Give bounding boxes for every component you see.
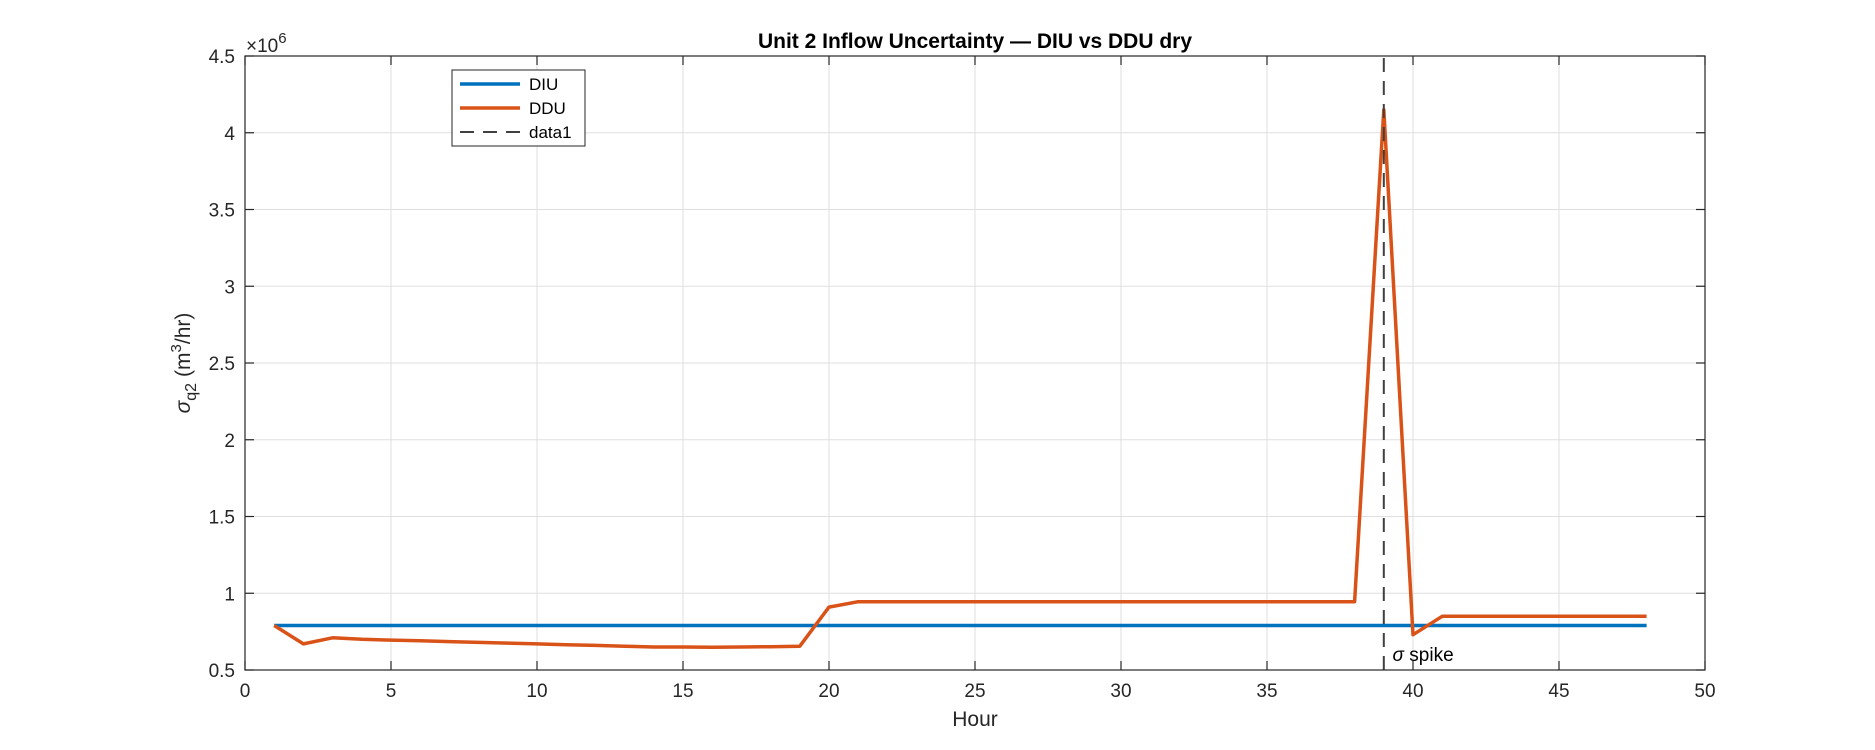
x-tick-label: 45 bbox=[1548, 681, 1569, 702]
x-tick-label: 10 bbox=[526, 681, 547, 702]
y-axis-label-symbol: σ bbox=[172, 399, 195, 413]
y-axis-label-units: (m bbox=[172, 352, 195, 377]
legend-label-diu: DIU bbox=[529, 75, 558, 94]
y-axis-label-subscript: q2 bbox=[183, 383, 200, 401]
y-tick-label: 4 bbox=[224, 124, 235, 145]
y-exponent-power: 6 bbox=[278, 30, 286, 47]
y-axis-label-units-end: /hr) bbox=[172, 313, 195, 345]
x-tick-label: 50 bbox=[1694, 681, 1715, 702]
legend[interactable]: DIU DDU data1 bbox=[451, 69, 586, 147]
y-tick-label: 1 bbox=[224, 584, 235, 605]
series-lines bbox=[273, 56, 1647, 670]
y-axis-label-superscript: 3 bbox=[168, 344, 185, 352]
y-tick-label: 2.5 bbox=[209, 354, 235, 375]
x-tick-label: 35 bbox=[1256, 681, 1277, 702]
annotation-sigma-spike: σ spike bbox=[1393, 645, 1454, 666]
y-tick-label: 4.5 bbox=[209, 47, 235, 68]
y-tick-label: 2 bbox=[224, 431, 235, 452]
y-exponent-base: ×10 bbox=[246, 36, 278, 57]
annotation-text: σ spike bbox=[1393, 645, 1454, 666]
x-tick-label: 0 bbox=[240, 681, 251, 702]
y-tick-label: 0.5 bbox=[209, 661, 235, 682]
x-tick-label: 20 bbox=[818, 681, 839, 702]
x-tick-label: 15 bbox=[672, 681, 693, 702]
series-line-ddu bbox=[273, 107, 1647, 650]
grid-lines bbox=[245, 56, 1705, 670]
x-tick-label: 30 bbox=[1110, 681, 1131, 702]
legend-label-ddu: DDU bbox=[529, 99, 566, 118]
y-axis-label: σq2 (m3/hr) bbox=[168, 313, 200, 414]
y-tick-label: 3.5 bbox=[209, 201, 235, 222]
legend-label-data1: data1 bbox=[529, 123, 572, 142]
y-exponent-label: ×106 bbox=[246, 30, 287, 57]
axis-ticks: 0 5 10 15 20 25 30 35 40 45 50 0.5 1 1.5 2 2.5 3 3.5 4 4.5 bbox=[209, 47, 1716, 702]
y-tick-label: 3 bbox=[224, 277, 235, 298]
x-tick-label: 40 bbox=[1402, 681, 1423, 702]
x-tick-label: 25 bbox=[964, 681, 985, 702]
x-axis-label: Hour bbox=[952, 708, 998, 731]
x-tick-label: 5 bbox=[386, 681, 397, 702]
annotation-label: spike bbox=[1404, 645, 1454, 666]
annotation-symbol: σ bbox=[1393, 645, 1406, 666]
chart-title: Unit 2 Inflow Uncertainty — DIU vs DDU d… bbox=[758, 30, 1192, 53]
y-tick-label: 1.5 bbox=[209, 508, 235, 529]
